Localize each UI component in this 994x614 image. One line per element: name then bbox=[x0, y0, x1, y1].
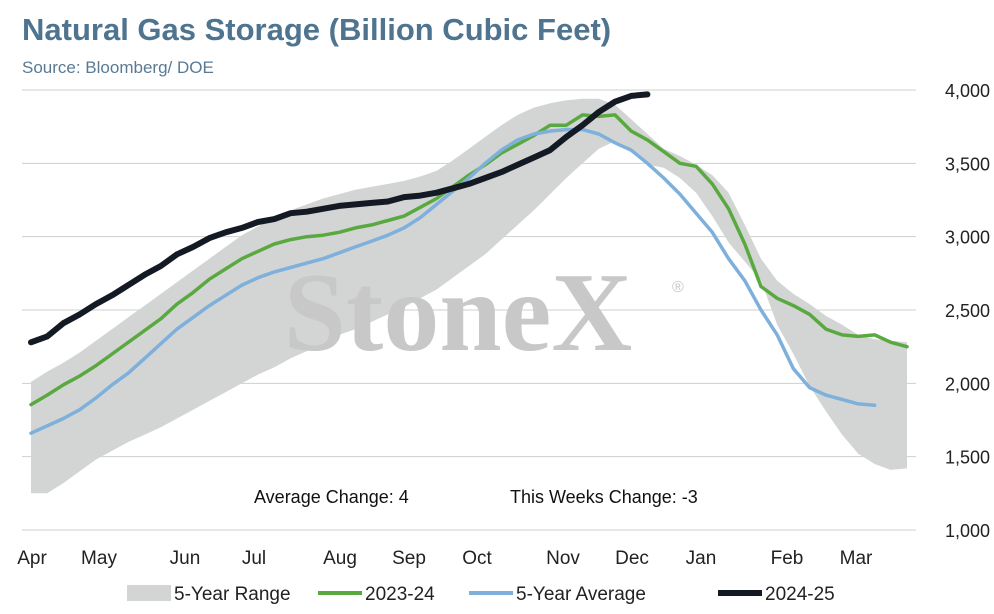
chart-title: Natural Gas Storage (Billion Cubic Feet) bbox=[22, 12, 612, 47]
legend-label-5-year-range: 5-Year Range bbox=[174, 584, 291, 605]
x-tick-label: Apr bbox=[17, 548, 47, 569]
y-tick-label: 1,000 bbox=[945, 521, 990, 541]
weekly-change-annotation: This Weeks Change: -3 bbox=[510, 487, 698, 507]
x-tick-label: Feb bbox=[771, 548, 804, 569]
x-tick-label: Oct bbox=[462, 548, 492, 569]
chart-subtitle: Source: Bloomberg/ DOE bbox=[22, 58, 214, 77]
x-tick-label: Jun bbox=[170, 548, 201, 569]
legend: 5-Year Range 2023-24 5-Year Average 2024-25 bbox=[127, 584, 835, 605]
y-tick-label: 1,500 bbox=[945, 448, 990, 468]
average-change-annotation: Average Change: 4 bbox=[254, 487, 409, 507]
x-tick-label: Aug bbox=[323, 548, 357, 569]
series-line-2024-25 bbox=[28, 91, 651, 346]
legend-swatch-5-year-range bbox=[127, 585, 171, 601]
x-tick-label: Jul bbox=[242, 548, 266, 569]
legend-label-5-year-average: 5-Year Average bbox=[516, 584, 646, 605]
series-line-2023-24 bbox=[29, 113, 909, 407]
y-tick-label: 3,000 bbox=[945, 228, 990, 248]
x-tick-label: Dec bbox=[615, 548, 649, 569]
y-tick-label: 2,500 bbox=[945, 301, 990, 321]
x-tick-label: Jan bbox=[686, 548, 717, 569]
series-layer bbox=[28, 91, 909, 435]
watermark-text: StoneX bbox=[284, 251, 632, 375]
x-axis-ticks: Apr May Jun Jul Aug Sep Oct Nov Dec Jan Feb Mar bbox=[17, 548, 873, 569]
watermark: StoneX ® bbox=[284, 251, 684, 375]
y-tick-label: 2,000 bbox=[945, 374, 990, 394]
x-tick-label: Nov bbox=[546, 548, 580, 569]
watermark-registered-mark: ® bbox=[672, 279, 684, 296]
y-tick-label: 3,500 bbox=[945, 154, 990, 174]
legend-label-2023-24: 2023-24 bbox=[365, 584, 435, 605]
legend-label-2024-25: 2024-25 bbox=[765, 584, 835, 605]
y-axis-ticks: 1,000 1,500 2,000 2,500 3,000 3,500 4,000 bbox=[945, 81, 990, 541]
x-tick-label: May bbox=[81, 548, 117, 569]
x-tick-label: Mar bbox=[840, 548, 873, 569]
y-tick-label: 4,000 bbox=[945, 81, 990, 101]
x-tick-label: Sep bbox=[392, 548, 426, 569]
